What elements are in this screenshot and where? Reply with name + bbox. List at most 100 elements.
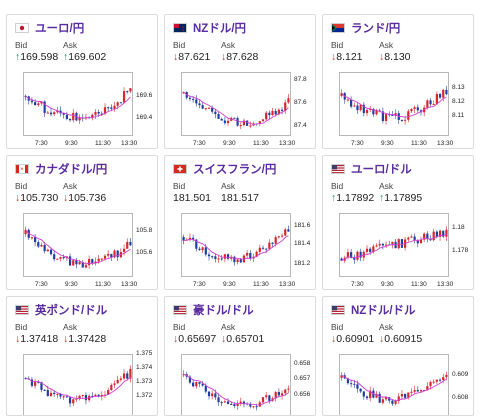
candlestick-chart[interactable]: 181.6 181.4 181.2 7:30 9:30 11:30 13:30 xyxy=(173,213,313,289)
y-tick-label: 0.657 xyxy=(294,375,311,382)
candle-body xyxy=(261,247,265,249)
chart-plot-area xyxy=(181,72,291,136)
candle-body xyxy=(211,393,214,397)
x-tick-label: 11:30 xyxy=(411,281,427,288)
rate-card-chfjpy[interactable]: スイスフラン/円 Bid Ask 181.501 181.517 181.6 18… xyxy=(164,155,316,290)
candle-body xyxy=(220,258,223,260)
candle-body xyxy=(277,391,280,396)
candle-body xyxy=(287,98,290,103)
candlestick-chart[interactable]: 1.18 1.178 7:30 9:30 11:30 13:30 xyxy=(331,213,471,289)
candle-body xyxy=(43,389,46,391)
y-tick-label: 0.658 xyxy=(294,360,311,367)
candle-body xyxy=(119,378,122,380)
rate-card-nzdjpy[interactable]: NZドル/円 Bid Ask ↓87.621 ↓87.628 87.8 87.6 … xyxy=(164,14,316,149)
candle-body xyxy=(107,390,110,395)
currency-pair-link[interactable]: 豪ドル/ドル xyxy=(193,305,254,317)
bid-value: ↑1.17892 xyxy=(331,192,375,204)
rate-card-nzdusd[interactable]: NZドル/ドル Bid Ask ↓0.60901 ↓0.60915 0.609 0… xyxy=(322,296,474,416)
candle-body xyxy=(369,390,372,399)
candle-body xyxy=(91,114,94,118)
rate-card-audusd[interactable]: 豪ドル/ドル Bid Ask ↓0.65697 ↓0.65701 0.658 0.… xyxy=(164,296,316,416)
candle-body xyxy=(242,401,246,404)
candle-body xyxy=(37,382,40,384)
candle-body xyxy=(236,403,239,406)
candle-body xyxy=(192,382,195,387)
candle-body xyxy=(24,377,27,379)
candle-body xyxy=(198,382,201,384)
rate-card-eurusd[interactable]: ユーロ/ドル Bid Ask ↑1.17892 ↑1.17895 1.18 1.1… xyxy=(322,155,474,290)
down-arrow-icon: ↓ xyxy=(63,333,69,345)
candle-body xyxy=(416,240,419,244)
candle-body xyxy=(113,250,116,258)
candle-body xyxy=(442,230,445,237)
candlestick-chart[interactable]: 0.609 0.608 xyxy=(331,354,471,415)
candle-body xyxy=(68,397,72,404)
y-tick-label: 105.6 xyxy=(136,249,153,256)
candle-body xyxy=(432,231,435,241)
candle-body xyxy=(384,397,388,400)
candle-body xyxy=(30,379,34,386)
candle-body xyxy=(246,120,249,126)
candle-body xyxy=(340,258,343,261)
candlestick-chart[interactable]: 8.13 8.12 8.11 7:30 9:30 11:30 13:30 xyxy=(331,72,471,148)
candlestick-chart[interactable]: 87.8 87.6 87.4 7:30 9:30 11:30 13:30 xyxy=(173,72,313,148)
candlestick-chart[interactable]: 105.8 105.6 7:30 9:30 11:30 13:30 xyxy=(15,213,155,289)
currency-pair-link[interactable]: ユーロ/ドル xyxy=(351,164,412,176)
candle-body xyxy=(356,105,359,111)
candle-body xyxy=(226,120,230,124)
currency-pair-link[interactable]: スイスフラン/円 xyxy=(193,164,277,176)
rate-card-gbpusd[interactable]: 英ポンド/ドル Bid Ask ↓1.37418 ↓1.37428 1.375 1… xyxy=(6,296,158,416)
candle-body xyxy=(284,102,287,111)
y-tick-label: 1.178 xyxy=(452,247,469,254)
candle-body xyxy=(97,258,100,262)
candle-body xyxy=(381,111,384,121)
candlestick-chart[interactable]: 169.6 169.4 7:30 9:30 11:30 13:30 xyxy=(15,72,155,148)
chart-plot-area xyxy=(181,213,291,277)
candle-body xyxy=(53,254,56,260)
rate-card-zarjpy[interactable]: ランド/円 Bid Ask ↓8.121 ↓8.130 8.13 8.12 8.1… xyxy=(322,14,474,149)
card-header: スイスフラン/円 xyxy=(173,161,276,177)
us-flag-icon xyxy=(331,305,345,315)
candle-body xyxy=(419,239,423,244)
currency-pair-link[interactable]: ユーロ/円 xyxy=(35,23,85,35)
candlestick-chart[interactable]: 0.658 0.657 0.656 xyxy=(173,354,313,415)
candle-body xyxy=(195,239,198,249)
candle-body xyxy=(346,99,350,101)
rate-card-cadjpy[interactable]: カナダドル/円 Bid Ask ↓105.730 ↓105.736 105.8 1… xyxy=(6,155,158,290)
rate-card-eurjpy[interactable]: ユーロ/円 Bid Ask ↑169.598 ↑169.602 169.6 169… xyxy=(6,14,158,149)
candle-body xyxy=(413,390,416,392)
currency-pair-link[interactable]: ランド/円 xyxy=(351,23,401,35)
down-arrow-icon: ↓ xyxy=(221,51,227,63)
currency-pair-link[interactable]: カナダドル/円 xyxy=(35,164,108,176)
japan-flag-icon xyxy=(15,23,29,33)
down-arrow-icon: ↓ xyxy=(379,51,385,63)
currency-pair-link[interactable]: NZドル/円 xyxy=(193,23,247,35)
y-tick-label: 87.4 xyxy=(294,122,307,129)
bid-value: ↓87.621 xyxy=(173,51,211,63)
candle-body xyxy=(274,237,277,244)
south-africa-flag-icon xyxy=(331,23,345,33)
ask-label: Ask xyxy=(221,40,236,50)
currency-pair-link[interactable]: 英ポンド/ドル xyxy=(35,305,108,317)
candle-body xyxy=(268,112,271,116)
switzerland-flag-icon xyxy=(173,164,187,174)
candle-body xyxy=(195,99,198,104)
candle-body xyxy=(113,105,116,109)
candle-body xyxy=(435,94,438,105)
candle-body xyxy=(182,236,185,241)
ask-value: ↓87.628 xyxy=(221,51,259,63)
candle-body xyxy=(277,109,280,115)
candle-body xyxy=(365,109,369,114)
y-tick-label: 1.373 xyxy=(136,378,153,385)
candle-body xyxy=(59,257,62,259)
y-tick-label: 87.6 xyxy=(294,99,307,106)
ask-value: ↓0.65701 xyxy=(221,333,265,345)
y-tick-label: 169.6 xyxy=(136,92,153,99)
bid-value: ↓0.60901 xyxy=(331,333,375,345)
candlestick-chart[interactable]: 1.375 1.374 1.373 1.372 xyxy=(15,350,155,415)
ask-value: ↓0.60915 xyxy=(379,333,423,345)
chart-plot-area xyxy=(339,72,449,136)
currency-pair-link[interactable]: NZドル/ドル xyxy=(351,305,416,317)
candle-body xyxy=(287,388,290,390)
candle-body xyxy=(239,401,242,404)
